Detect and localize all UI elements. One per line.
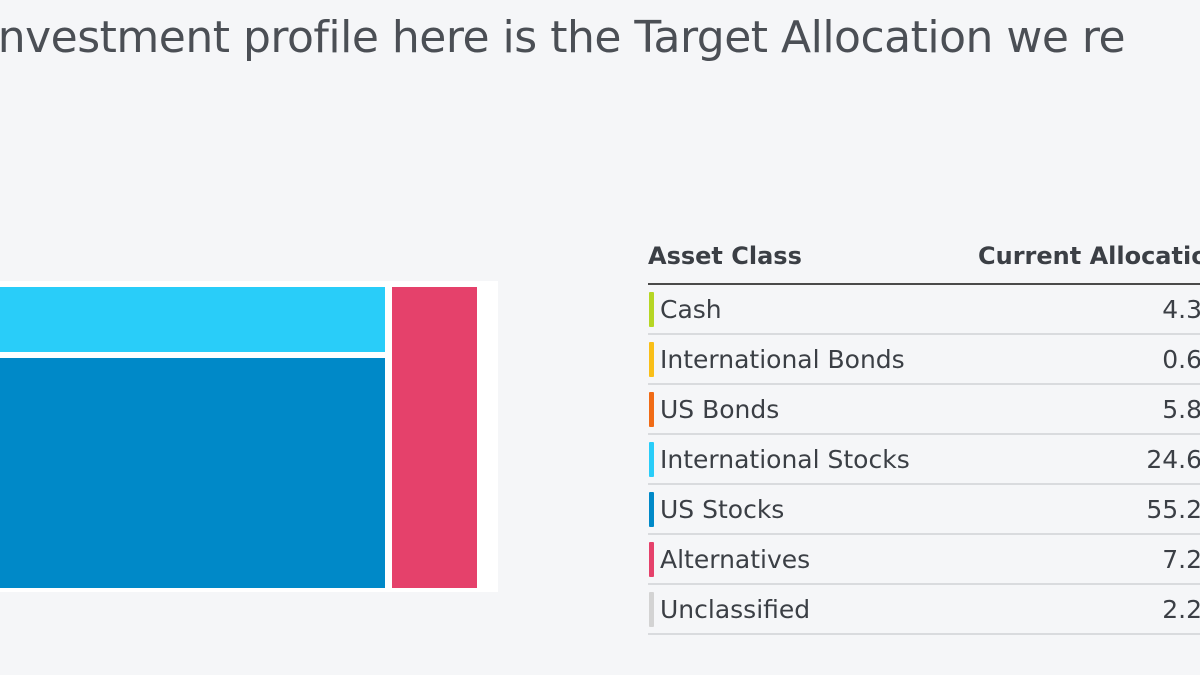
asset-class-cell: US Bonds (648, 384, 960, 435)
color-swatch (649, 492, 654, 527)
current-allocation-value: 0.6 (960, 334, 1200, 385)
table-row[interactable]: Unclassified 2.2 (648, 584, 1200, 635)
asset-class-cell: International Bonds (648, 334, 960, 385)
table-row[interactable]: Cash 4.3 (648, 284, 1200, 335)
page-headline: investment profile here is the Target Al… (0, 12, 1126, 63)
current-allocation-value: 5.8 (960, 384, 1200, 435)
color-swatch (649, 542, 654, 577)
asset-class-label: International Bonds (660, 344, 905, 374)
color-swatch (649, 292, 654, 327)
asset-class-label: Unclassified (660, 594, 811, 624)
table-row[interactable]: Alternatives 7.2 (648, 534, 1200, 585)
table-header-row: Asset Class Current Allocatio (648, 239, 1200, 285)
current-allocation-value: 4.3 (960, 284, 1200, 335)
current-allocation-value: 24.6 (960, 434, 1200, 485)
current-allocation-value: 7.2 (960, 534, 1200, 585)
column-header-asset-class[interactable]: Asset Class (648, 239, 960, 285)
color-swatch (649, 592, 654, 627)
allocation-table: Asset Class Current Allocatio Cash 4.3 Int… (648, 239, 1200, 635)
current-allocation-value: 55.2 (960, 484, 1200, 535)
table-row[interactable]: US Stocks 55.2 (648, 484, 1200, 535)
asset-class-label: Cash (660, 294, 722, 324)
table-row[interactable]: International Stocks 24.6 (648, 434, 1200, 485)
treemap-tile-us-stocks[interactable] (0, 358, 385, 588)
allocation-treemap (0, 281, 498, 592)
table-row[interactable]: US Bonds 5.8 (648, 384, 1200, 435)
asset-class-label: US Bonds (660, 394, 780, 424)
asset-class-cell: International Stocks (648, 434, 960, 485)
color-swatch (649, 342, 654, 377)
asset-class-label: US Stocks (660, 494, 785, 524)
column-header-current-allocation[interactable]: Current Allocatio (960, 239, 1200, 285)
asset-class-cell: US Stocks (648, 484, 960, 535)
treemap-tile-international-stocks[interactable] (0, 287, 385, 352)
asset-class-cell: Unclassified (648, 584, 960, 635)
asset-class-cell: Alternatives (648, 534, 960, 585)
asset-class-label: Alternatives (660, 544, 811, 574)
treemap-tile-alternatives[interactable] (392, 287, 477, 588)
color-swatch (649, 442, 654, 477)
asset-class-cell: Cash (648, 284, 960, 335)
table-row[interactable]: International Bonds 0.6 (648, 334, 1200, 385)
current-allocation-value: 2.2 (960, 584, 1200, 635)
asset-class-label: International Stocks (660, 444, 910, 474)
color-swatch (649, 392, 654, 427)
